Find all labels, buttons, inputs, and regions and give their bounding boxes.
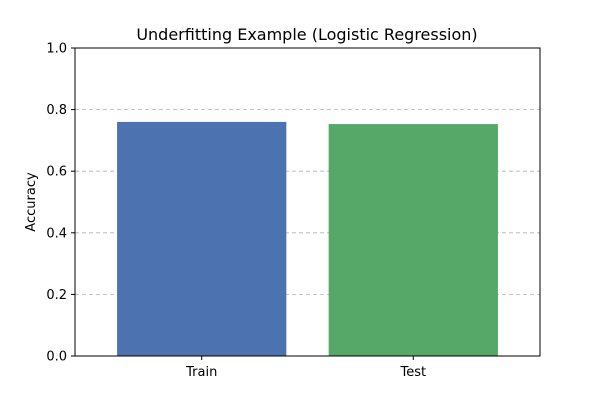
y-tick-label: 0.6 [46,165,67,180]
y-tick-label: 0.2 [46,288,67,303]
y-tick-label: 0.8 [46,103,67,118]
bar-test [328,124,498,357]
y-axis-ticks: 0.0 0.2 0.4 0.6 0.8 1.0 [46,42,75,365]
plot-frame [74,47,541,357]
y-tick-label: 0.4 [46,226,67,241]
x-axis-ticks: Train Test [185,356,426,380]
bar-train [117,121,287,356]
y-tick-label: 1.0 [46,42,67,57]
x-tick-label: Test [399,365,426,380]
y-tick-label: 0.0 [46,350,67,365]
y-axis-label: Accuracy [24,172,39,232]
x-tick-label: Train [185,365,217,380]
chart-title: Underfitting Example (Logistic Regressio… [136,25,477,44]
bars [117,121,498,357]
